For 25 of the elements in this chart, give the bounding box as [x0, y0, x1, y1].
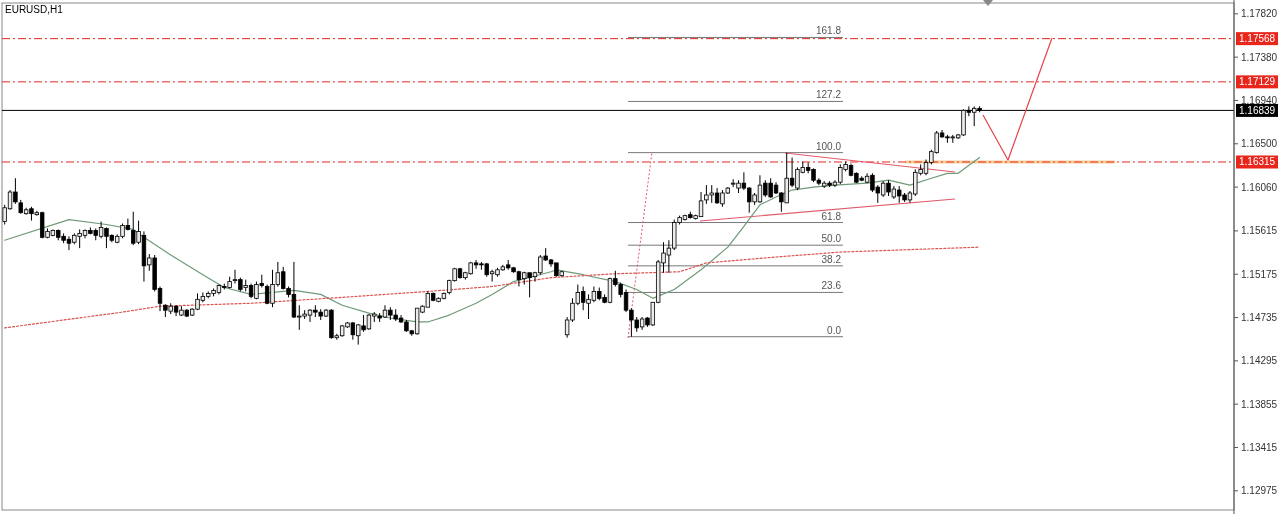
- y-tick-label: 1.13415: [1241, 441, 1278, 453]
- annotation: 50.0: [821, 233, 842, 245]
- annotation: 61.8: [821, 210, 842, 222]
- y-tick-label: 1.16940: [1241, 94, 1278, 106]
- y-tick-label: 1.16500: [1241, 138, 1278, 150]
- chart-title: EURUSD,H1: [5, 4, 64, 15]
- y-tick-label: 1.17820: [1241, 8, 1278, 20]
- y-tick-label: 1.13855: [1241, 398, 1278, 410]
- ref-line-label: 1.17568: [1239, 33, 1276, 45]
- y-tick-label: 1.17380: [1241, 51, 1278, 63]
- y-tick-label: 1.12975: [1241, 485, 1278, 497]
- ref-line-label: 1.17129: [1239, 76, 1276, 88]
- annotation: 100.0: [815, 140, 842, 152]
- y-tick-label: 1.14295: [1241, 355, 1278, 367]
- ref-line-label: 1.16315: [1239, 156, 1276, 168]
- annotation: 38.2: [821, 253, 842, 265]
- y-tick-label: 1.14735: [1241, 312, 1278, 324]
- annotation: 23.6: [821, 280, 842, 292]
- ref-line-label: 1.16839: [1239, 104, 1276, 116]
- y-tick-label: 1.16060: [1241, 181, 1278, 193]
- annotation: 0.0: [827, 324, 842, 336]
- annotation: 161.8: [815, 25, 842, 37]
- y-tick-label: 1.15175: [1241, 268, 1278, 280]
- annotation: 127.2: [815, 89, 842, 101]
- y-tick-label: 1.15615: [1241, 225, 1278, 237]
